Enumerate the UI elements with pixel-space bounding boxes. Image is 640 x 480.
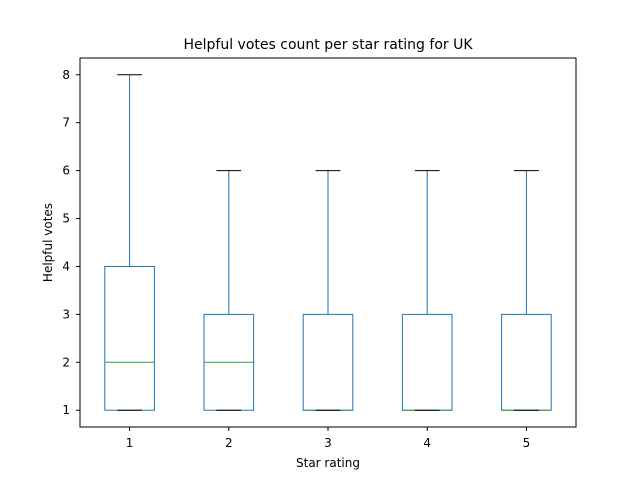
y-axis-ticks: 1 2 3 4 5 6 7 8: [62, 68, 80, 417]
x-tick-label-5: 5: [523, 436, 531, 450]
x-tick-label-3: 3: [324, 436, 332, 450]
y-axis-label: Helpful votes: [41, 203, 55, 282]
chart-title: Helpful votes count per star rating for …: [183, 37, 473, 53]
box-group-3: [302, 170, 354, 411]
y-tick-label-2: 2: [62, 355, 70, 369]
x-tick-label-1: 1: [126, 436, 134, 450]
y-tick-label-3: 3: [62, 307, 70, 321]
y-tick-label-6: 6: [62, 164, 70, 178]
box-group-5: [501, 170, 552, 411]
y-tick-label-1: 1: [62, 403, 70, 417]
x-tick-label-4: 4: [423, 436, 431, 450]
x-tick-label-2: 2: [225, 436, 233, 450]
box-1: [104, 265, 155, 411]
box-group-2: [203, 170, 255, 411]
y-tick-label-4: 4: [62, 259, 70, 273]
box-group-4: [401, 170, 453, 411]
x-axis-label: Star rating: [296, 456, 360, 470]
plot-area: [104, 74, 552, 411]
y-tick-label-8: 8: [62, 68, 70, 82]
y-tick-label-7: 7: [62, 116, 70, 130]
box-4: [401, 313, 453, 411]
box-3: [302, 313, 354, 411]
x-axis-ticks: 1 2 3 4 5: [126, 427, 530, 450]
box-group-1: [104, 74, 155, 411]
box-5: [501, 313, 552, 411]
y-tick-label-5: 5: [62, 212, 70, 226]
